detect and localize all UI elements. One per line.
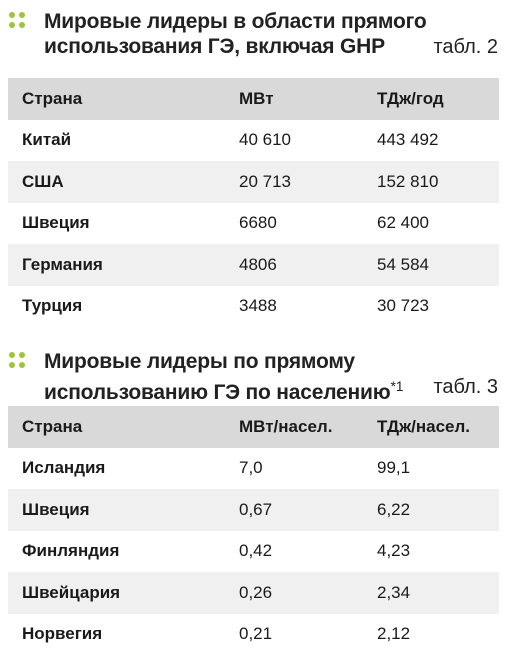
cell-value: 30 723 [377,285,499,327]
cell-value: 6680 [239,202,377,244]
cell-country: Германия [8,244,239,286]
cell-value: 7,0 [239,447,377,489]
table-header-row: Страна МВт ТДж/год [8,78,499,120]
column-header-tj-per-capita: ТДж/насел. [377,406,499,448]
table-row: Швейцария 0,26 2,34 [8,572,499,614]
cell-value: 40 610 [239,119,377,161]
table-row: Норвегия 0,21 2,12 [8,613,499,655]
cell-value: 4,23 [377,530,499,572]
table-row: США 20 713 152 810 [8,161,499,203]
table-row: Швеция 6680 62 400 [8,202,499,244]
table-row: Исландия 7,0 99,1 [8,447,499,489]
cell-country: Норвегия [8,613,239,655]
cell-country: Турция [8,285,239,327]
cell-value: 0,21 [239,613,377,655]
column-header-country: Страна [8,406,239,448]
table-3-label: табл. 3 [433,376,498,398]
cell-country: Швеция [8,202,239,244]
cell-value: 3488 [239,285,377,327]
cell-value: 54 584 [377,244,499,286]
cell-value: 6,22 [377,489,499,531]
table-2-section: Мировые лидеры в области прямого использ… [0,0,507,68]
cell-country: Китай [8,119,239,161]
table-2-header: Мировые лидеры в области прямого использ… [0,0,507,68]
column-header-mw: МВт [239,78,377,120]
column-header-mw-per-capita: МВт/насел. [239,406,377,448]
table-2-title-line2: использования ГЭ, включая GHP [44,35,385,58]
cell-value: 152 810 [377,161,499,203]
cell-country: Швеция [8,489,239,531]
table-3-title: Мировые лидеры по прямому использованию … [44,349,404,405]
cell-country: Швейцария [8,572,239,614]
table-row: Германия 4806 54 584 [8,244,499,286]
table-3-title-line1: Мировые лидеры по прямому [44,350,355,373]
cell-country: Финляндия [8,530,239,572]
bullet-dots-icon [9,352,29,372]
table-row: Швеция 0,67 6,22 [8,489,499,531]
cell-value: 0,67 [239,489,377,531]
cell-value: 99,1 [377,447,499,489]
table-row: Турция 3488 30 723 [8,285,499,327]
table-2-label: табл. 2 [433,36,498,58]
table-row: Китай 40 610 443 492 [8,119,499,161]
bullet-dots-icon [9,12,29,32]
table-3-header: Мировые лидеры по прямому использованию … [0,340,507,408]
cell-value: 443 492 [377,119,499,161]
table-3: Страна МВт/насел. ТДж/насел. Исландия 7,… [8,406,499,655]
table-3-section: Мировые лидеры по прямому использованию … [0,340,507,408]
table-row: Финляндия 0,42 4,23 [8,530,499,572]
cell-value: 4806 [239,244,377,286]
column-header-country: Страна [8,78,239,120]
table-3-title-line2: использованию ГЭ по населению [44,381,391,404]
column-header-tj: ТДж/год [377,78,499,120]
cell-value: 2,12 [377,613,499,655]
cell-value: 0,42 [239,530,377,572]
cell-country: Исландия [8,447,239,489]
cell-value: 2,34 [377,572,499,614]
cell-value: 0,26 [239,572,377,614]
table-2-title-line1: Мировые лидеры в области прямого [44,10,427,33]
cell-value: 20 713 [239,161,377,203]
table-header-row: Страна МВт/насел. ТДж/насел. [8,406,499,448]
cell-country: США [8,161,239,203]
cell-value: 62 400 [377,202,499,244]
table-2: Страна МВт ТДж/год Китай 40 610 443 492 … [8,78,499,327]
footnote-mark: *1 [390,378,404,394]
table-2-title: Мировые лидеры в области прямого использ… [44,9,427,59]
